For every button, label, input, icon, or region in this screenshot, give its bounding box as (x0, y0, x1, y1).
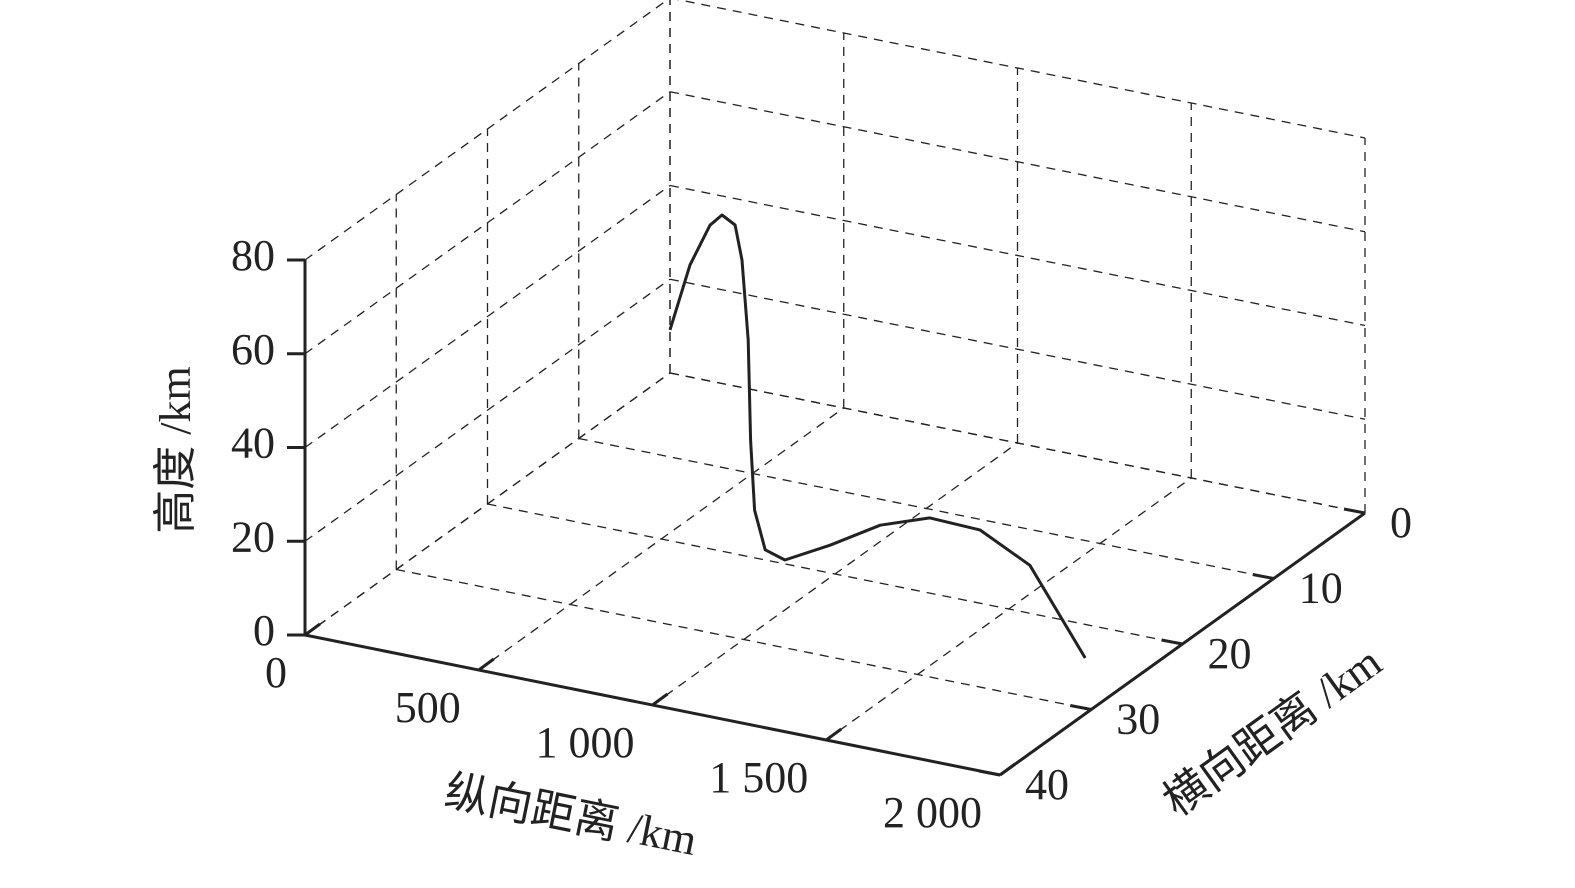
grid-line (669, 278, 1366, 420)
grid-line (676, 0, 1366, 139)
x-tick (304, 622, 321, 637)
y-tick (1343, 507, 1366, 515)
y-axis-label: 横向距离 /km (1154, 637, 1390, 826)
x-axis-label: 纵向距离 /km (441, 766, 701, 865)
z-tick-label: 0 (253, 606, 275, 655)
y-tick-label: 30 (1116, 695, 1160, 744)
grid-line (669, 184, 1366, 327)
grid-line (669, 372, 1366, 514)
x-tick (477, 657, 495, 672)
x-tick (999, 762, 1016, 777)
y-tick-label: 0 (1390, 498, 1412, 547)
grid-line (304, 91, 671, 355)
y-tick (1161, 638, 1183, 646)
grid-line (487, 503, 1183, 645)
grid-line (396, 568, 1092, 711)
grid-line (578, 437, 1274, 580)
y-tick (1252, 573, 1275, 580)
grid-line (669, 91, 1366, 233)
grid-line (304, 184, 671, 449)
z-tick-label: 20 (231, 512, 275, 561)
z-axis-label: 高度 /km (151, 366, 200, 533)
y-tick (1069, 704, 1092, 711)
z-tick-label: 60 (231, 325, 275, 374)
x-tick-label: 0 (265, 648, 287, 697)
marks-layer (668, 213, 1087, 659)
x-tick-label: 1 500 (709, 753, 808, 802)
grid-layer (304, 0, 1366, 776)
grid-line (304, 372, 671, 636)
trajectory-line (668, 213, 1087, 659)
z-tick-label: 80 (231, 231, 275, 280)
axes-layer: 0 500 1 000 1 500 2 000 0 10 20 30 40 0 20 40 60 80 (231, 231, 1412, 837)
x-tick-label: 500 (395, 683, 461, 732)
y-tick (978, 769, 1001, 777)
y-tick-label: 40 (1025, 760, 1069, 809)
z-tick-label: 40 (231, 419, 275, 468)
grid-line (304, 278, 671, 542)
x-tick (651, 692, 669, 707)
x-tick-label: 2 000 (883, 788, 982, 837)
x-tick-label: 1 000 (536, 718, 635, 767)
x-tick (825, 727, 843, 742)
y-tick-label: 10 (1299, 564, 1343, 613)
grid-line (304, 0, 669, 261)
y-tick-label: 20 (1208, 629, 1252, 678)
